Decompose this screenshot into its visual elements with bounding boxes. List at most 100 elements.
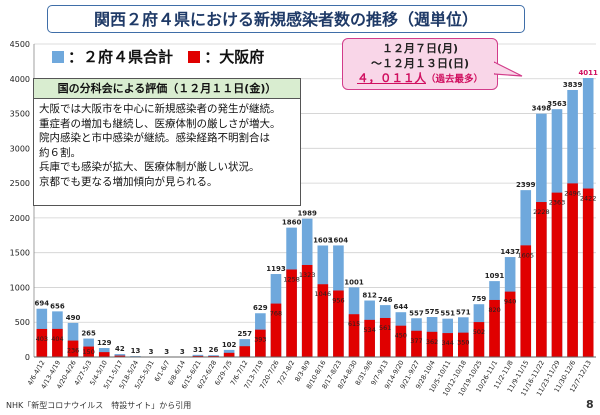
bar-osaka — [489, 299, 500, 357]
y-tick-label: 3000 — [10, 144, 30, 153]
data-label-total: 3 — [180, 348, 185, 356]
data-label-total: 3498 — [532, 105, 552, 113]
panel-line: 約６割。 — [39, 146, 81, 159]
bar-osaka — [426, 331, 438, 357]
data-label-total: 13 — [131, 347, 141, 355]
data-label-total: 746 — [378, 296, 393, 304]
legend-swatch-osaka — [188, 50, 201, 63]
panel-line: 重症者の増加も継続し、医療体制の厳しさが増大。 — [39, 117, 281, 130]
bar-total — [192, 354, 204, 357]
data-label-total: 3 — [149, 348, 154, 356]
data-label-osaka: 344 — [441, 339, 453, 347]
data-label-total: 1989 — [297, 210, 317, 218]
data-label-total: 1001 — [344, 278, 364, 286]
data-label-osaka: 377 — [410, 337, 422, 345]
bar-osaka — [582, 188, 594, 357]
legend-label-osaka: ：大阪府 — [204, 48, 265, 66]
data-label-total: 1193 — [266, 265, 286, 273]
bar-osaka — [520, 245, 532, 357]
bar-osaka — [255, 329, 266, 357]
callout-date-end: 〜１２月１３日(日) — [370, 57, 470, 70]
data-label-total: 3839 — [563, 81, 583, 89]
chart-title: 関西２府４県における新規感染者数の推移（週単位） — [47, 5, 525, 33]
x-axis: 4/6-4/124/13-4/194/20-4/264/27-5/35/4-5/… — [26, 356, 596, 397]
data-label-total: 551 — [440, 310, 455, 318]
legend-label-total: ：２府４県合計 — [68, 48, 174, 66]
y-tick-label: 4000 — [10, 75, 30, 84]
bar-osaka — [301, 264, 313, 357]
bar-osaka — [442, 333, 454, 357]
data-label-osaka: 2228 — [533, 208, 550, 216]
y-tick-label: 4500 — [10, 40, 30, 49]
y-tick-label: 500 — [15, 318, 30, 327]
bar-osaka — [333, 290, 344, 357]
data-label-total: 656 — [50, 302, 65, 310]
bar-osaka — [457, 332, 469, 357]
data-label-total: 490 — [66, 314, 81, 322]
data-label-osaka: 236 — [67, 347, 79, 355]
evaluation-panel: 国の分科会による評価（１２月１１日(金)） 大阪では大阪市を中心に新規感染者の発… — [33, 78, 301, 206]
bar-osaka — [239, 346, 251, 357]
bar-osaka — [270, 303, 282, 357]
data-label-osaka: 820 — [488, 306, 500, 314]
data-label-total: 1860 — [282, 219, 302, 227]
data-label-total: 257 — [237, 330, 252, 338]
bar-osaka — [411, 330, 422, 357]
bar-osaka — [364, 319, 375, 357]
data-label-total: 26 — [209, 346, 219, 354]
data-label-osaka: 1258 — [283, 275, 300, 283]
data-label-total: 1603 — [313, 237, 333, 245]
data-label-total: 557 — [409, 309, 424, 317]
bar-osaka — [286, 269, 297, 357]
panel-line: 京都でも更なる増加傾向が見られる。 — [39, 175, 218, 188]
data-label-total: 575 — [425, 308, 440, 316]
data-label-total: 129 — [97, 339, 112, 347]
data-label-osaka: 768 — [270, 310, 282, 318]
data-label-osaka: 534 — [363, 326, 375, 334]
legend-swatch-total — [52, 50, 64, 63]
data-label-osaka: 1605 — [517, 251, 534, 259]
data-label-total: 102 — [222, 341, 237, 349]
callout-pointer — [494, 61, 523, 77]
data-label-total: 2399 — [516, 181, 536, 189]
data-label-total: 1437 — [500, 248, 520, 256]
data-label-total: 1091 — [485, 272, 505, 280]
bar-osaka — [114, 355, 126, 357]
record-callout: １２月７日(月) 〜１２月１３日(日) ４，０１１人（過去最多） — [342, 38, 498, 90]
data-label-total: 694 — [34, 300, 49, 308]
callout-value: ４，０１１人 — [356, 71, 426, 85]
bar-osaka — [348, 314, 360, 357]
bar-osaka — [67, 340, 79, 357]
bar-osaka — [98, 352, 110, 357]
y-tick-label: 0 — [25, 353, 30, 362]
y-tick-label: 3500 — [10, 110, 30, 119]
data-label-total: 759 — [472, 295, 487, 303]
bar-osaka — [536, 202, 547, 357]
legend: ：２府４県合計 ：大阪府 — [52, 46, 264, 67]
bar-osaka — [36, 328, 48, 357]
bar-total — [114, 354, 126, 357]
data-label-osaka: 393 — [254, 336, 266, 344]
data-label-total: 3 — [164, 348, 169, 356]
panel-line: 院内感染と市中感染が継続。感染経路不明割合は — [39, 132, 270, 144]
data-label-osaka: 403 — [36, 335, 48, 343]
bar-osaka — [52, 328, 63, 357]
panel-title: 国の分科会による評価（１２月１１日(金)） — [34, 79, 300, 99]
bar-osaka — [83, 346, 94, 357]
bar-osaka — [504, 291, 516, 357]
panel-body: 大阪では大阪市を中心に新規感染者の発生が継続。 重症者の増加も継続し、医療体制の… — [34, 99, 300, 192]
data-label-osaka: 615 — [348, 320, 360, 328]
data-label-osaka: 2363 — [549, 199, 566, 207]
data-label-osaka: 350 — [457, 339, 469, 347]
data-label-total: 812 — [362, 292, 377, 300]
data-label-osaka: 1323 — [299, 271, 316, 279]
data-label-total: 571 — [456, 308, 471, 316]
y-tick-label: 1500 — [10, 249, 30, 258]
bar-osaka — [379, 317, 391, 357]
data-label-osaka: 450 — [395, 332, 407, 340]
bar-total — [67, 322, 79, 357]
data-label-osaka: 956 — [332, 297, 344, 305]
y-tick-label: 2500 — [10, 179, 30, 188]
